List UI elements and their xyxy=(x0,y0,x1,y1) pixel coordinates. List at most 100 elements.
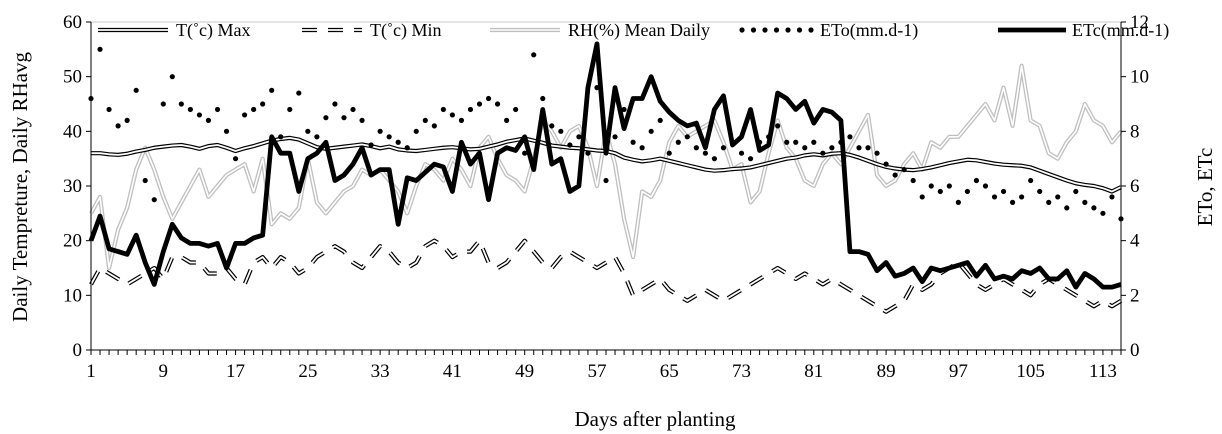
x-tick-label: 49 xyxy=(515,361,534,382)
eto-point xyxy=(359,117,365,123)
eto-point xyxy=(874,150,880,156)
tmin-line-inner xyxy=(90,239,1122,313)
eto-point xyxy=(332,101,338,107)
eto-point xyxy=(431,123,437,129)
eto-point xyxy=(784,139,790,145)
eto-point xyxy=(440,106,446,113)
eto-point xyxy=(738,150,745,156)
eto-point xyxy=(187,106,193,113)
x-tick-label: 57 xyxy=(587,361,606,382)
eto-point xyxy=(1073,188,1079,195)
eto-point xyxy=(241,112,248,118)
legend-label: ETo(mm.d-1) xyxy=(820,20,918,41)
eto-point xyxy=(621,106,627,113)
etc-line xyxy=(88,41,1122,290)
plot-border xyxy=(90,21,1122,351)
x-tick-label: 73 xyxy=(732,361,751,382)
legend-label: T(˚c) Max xyxy=(176,20,250,41)
legend-item-dotted: ETo(mm.d-1) xyxy=(739,20,918,41)
eto-point xyxy=(982,183,989,189)
x-tick-label: 89 xyxy=(877,361,896,382)
eto-point xyxy=(494,101,501,107)
eto-point xyxy=(684,134,690,140)
x-tick-label: 17 xyxy=(226,361,245,382)
right-y-tick-label: 6 xyxy=(1130,176,1140,197)
x-tick-label: 25 xyxy=(298,361,317,382)
series-dashed-group xyxy=(89,238,1123,314)
eto-point xyxy=(133,87,139,93)
series-dotted-group xyxy=(88,46,1124,222)
eto-point xyxy=(576,134,582,140)
left-y-axis-title: Daily Tempreture, Daily RHavg xyxy=(8,52,32,322)
eto-point xyxy=(901,167,907,173)
eto-point xyxy=(476,101,483,107)
eto-point xyxy=(964,188,971,195)
right-y-tick-label: 0 xyxy=(1130,340,1140,361)
eto-point xyxy=(1046,199,1052,205)
eto-point xyxy=(458,117,465,123)
eto-point xyxy=(775,123,781,129)
eto-point xyxy=(1064,205,1070,211)
eto-point xyxy=(666,150,672,156)
right-y-tick-label: 2 xyxy=(1130,285,1140,306)
eto-point xyxy=(1100,210,1106,216)
eto-point xyxy=(522,150,528,156)
right-y-tick-label: 12 xyxy=(1130,12,1149,33)
eto-point xyxy=(205,117,212,123)
eto-point xyxy=(350,106,356,113)
legend-item-gray: RH(%) Mean Daily xyxy=(490,20,710,41)
eto-point xyxy=(278,134,284,140)
eto-point xyxy=(603,177,609,184)
x-tick-label: 65 xyxy=(660,361,679,382)
eto-point xyxy=(747,156,754,162)
eto-point xyxy=(196,112,203,118)
legend-swatch-dot xyxy=(785,27,791,33)
legend-label: T(˚c) Min xyxy=(370,20,441,41)
eto-point xyxy=(612,134,618,140)
eto-point xyxy=(630,139,636,145)
left-y-tick-label: 10 xyxy=(63,285,82,306)
eto-point xyxy=(720,145,727,151)
eto-point xyxy=(169,74,175,80)
eto-point xyxy=(115,123,121,129)
eto-point xyxy=(232,156,239,162)
left-y-tick-label: 40 xyxy=(63,121,82,142)
x-tick-label: 81 xyxy=(804,361,823,382)
eto-point xyxy=(314,134,320,140)
eto-point xyxy=(142,177,148,184)
eto-point xyxy=(793,139,799,145)
eto-point xyxy=(585,150,591,156)
series-layer xyxy=(88,41,1124,314)
legend-swatch-dot xyxy=(773,27,780,33)
eto-point xyxy=(531,52,537,58)
legend-swatch-dot xyxy=(739,27,745,33)
eto-point xyxy=(892,172,898,178)
eto-point xyxy=(693,145,699,151)
eto-point xyxy=(449,112,456,118)
eto-point xyxy=(955,199,961,205)
eto-point xyxy=(847,134,853,140)
eto-point xyxy=(1009,199,1016,205)
x-tick-label: 113 xyxy=(1089,361,1117,382)
eto-point xyxy=(910,177,916,184)
series-thick-group xyxy=(88,41,1122,290)
eto-point xyxy=(413,128,419,134)
eto-point xyxy=(946,183,952,189)
eto-point xyxy=(567,142,573,148)
left-y-tick-label: 20 xyxy=(63,231,82,252)
eto-point xyxy=(504,117,510,123)
eto-point xyxy=(919,194,925,200)
eto-point xyxy=(368,142,374,148)
legend-label: RH(%) Mean Daily xyxy=(568,20,710,41)
left-y-tick-label: 30 xyxy=(63,176,82,197)
eto-point xyxy=(1037,188,1043,195)
eto-point xyxy=(1082,199,1088,205)
eto-point xyxy=(395,139,401,145)
x-tick-label: 33 xyxy=(371,361,390,382)
x-tick-label: 1 xyxy=(86,361,96,382)
eto-point xyxy=(1028,177,1034,184)
eto-point xyxy=(178,101,184,107)
right-y-tick-label: 8 xyxy=(1130,121,1140,142)
eto-point xyxy=(549,123,555,129)
